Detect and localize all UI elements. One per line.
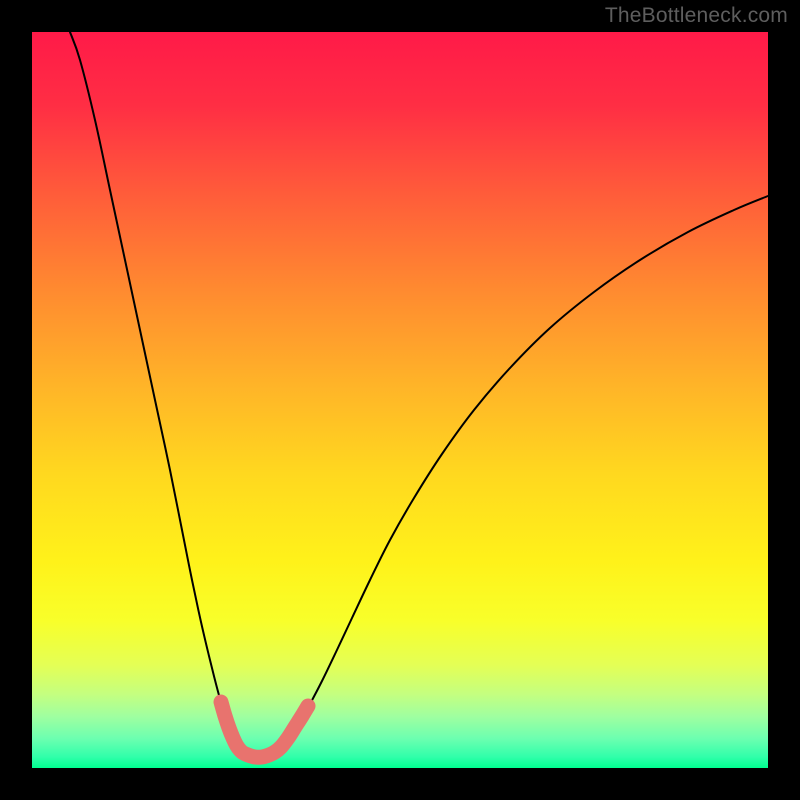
plot-background (32, 32, 768, 768)
watermark-text: TheBottleneck.com (605, 4, 788, 28)
chart-container: TheBottleneck.com (0, 0, 800, 800)
chart-svg (0, 0, 800, 800)
